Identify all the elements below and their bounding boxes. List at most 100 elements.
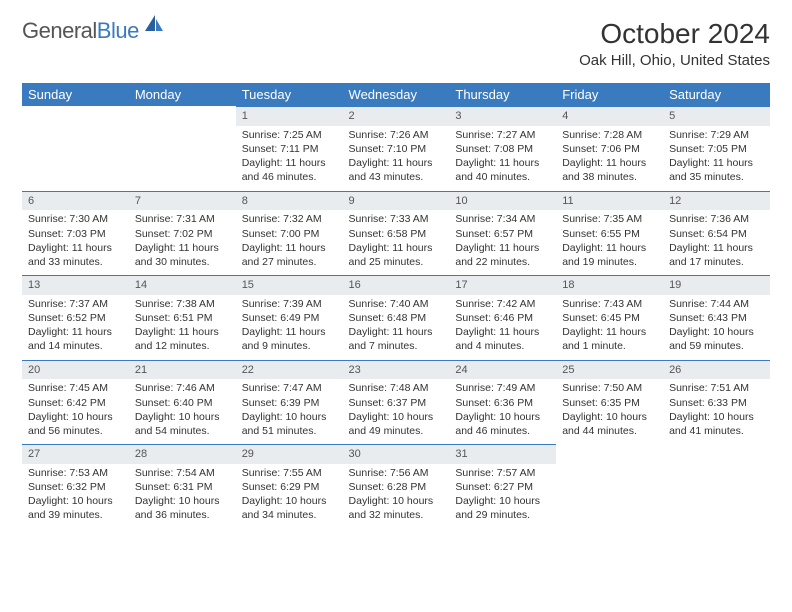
calendar-cell: 8Sunrise: 7:32 AMSunset: 7:00 PMDaylight…	[236, 191, 343, 276]
calendar-cell: 24Sunrise: 7:49 AMSunset: 6:36 PMDayligh…	[449, 360, 556, 445]
calendar-cell: 15Sunrise: 7:39 AMSunset: 6:49 PMDayligh…	[236, 275, 343, 360]
sunrise-text: Sunrise: 7:49 AM	[455, 381, 550, 395]
calendar-cell: 4Sunrise: 7:28 AMSunset: 7:06 PMDaylight…	[556, 106, 663, 191]
calendar-cell: 1Sunrise: 7:25 AMSunset: 7:11 PMDaylight…	[236, 106, 343, 191]
sunrise-text: Sunrise: 7:26 AM	[349, 128, 444, 142]
day-content: Sunrise: 7:33 AMSunset: 6:58 PMDaylight:…	[343, 210, 450, 275]
day-content: Sunrise: 7:57 AMSunset: 6:27 PMDaylight:…	[449, 464, 556, 529]
sunset-text: Sunset: 6:31 PM	[135, 480, 230, 494]
sunset-text: Sunset: 7:06 PM	[562, 142, 657, 156]
day-content: Sunrise: 7:53 AMSunset: 6:32 PMDaylight:…	[22, 464, 129, 529]
day-content: Sunrise: 7:46 AMSunset: 6:40 PMDaylight:…	[129, 379, 236, 444]
calendar-cell: 12Sunrise: 7:36 AMSunset: 6:54 PMDayligh…	[663, 191, 770, 276]
daylight-text: Daylight: 11 hours and 14 minutes.	[28, 325, 123, 353]
sunrise-text: Sunrise: 7:32 AM	[242, 212, 337, 226]
sunset-text: Sunset: 6:32 PM	[28, 480, 123, 494]
calendar-cell: 17Sunrise: 7:42 AMSunset: 6:46 PMDayligh…	[449, 275, 556, 360]
calendar-cell	[663, 444, 770, 529]
daylight-text: Daylight: 11 hours and 1 minute.	[562, 325, 657, 353]
sunrise-text: Sunrise: 7:37 AM	[28, 297, 123, 311]
daylight-text: Daylight: 10 hours and 36 minutes.	[135, 494, 230, 522]
calendar-week: 20Sunrise: 7:45 AMSunset: 6:42 PMDayligh…	[22, 360, 770, 445]
daylight-text: Daylight: 11 hours and 12 minutes.	[135, 325, 230, 353]
sunset-text: Sunset: 7:02 PM	[135, 227, 230, 241]
daylight-text: Daylight: 10 hours and 46 minutes.	[455, 410, 550, 438]
calendar-cell: 3Sunrise: 7:27 AMSunset: 7:08 PMDaylight…	[449, 106, 556, 191]
daylight-text: Daylight: 10 hours and 49 minutes.	[349, 410, 444, 438]
sunset-text: Sunset: 7:08 PM	[455, 142, 550, 156]
day-number: 29	[236, 444, 343, 464]
daylight-text: Daylight: 10 hours and 54 minutes.	[135, 410, 230, 438]
day-number: 7	[129, 191, 236, 211]
day-content: Sunrise: 7:34 AMSunset: 6:57 PMDaylight:…	[449, 210, 556, 275]
day-number: 13	[22, 275, 129, 295]
day-content: Sunrise: 7:47 AMSunset: 6:39 PMDaylight:…	[236, 379, 343, 444]
sunset-text: Sunset: 6:58 PM	[349, 227, 444, 241]
sunrise-text: Sunrise: 7:44 AM	[669, 297, 764, 311]
day-content: Sunrise: 7:40 AMSunset: 6:48 PMDaylight:…	[343, 295, 450, 360]
day-number: 15	[236, 275, 343, 295]
sunrise-text: Sunrise: 7:27 AM	[455, 128, 550, 142]
daylight-text: Daylight: 11 hours and 35 minutes.	[669, 156, 764, 184]
day-content: Sunrise: 7:36 AMSunset: 6:54 PMDaylight:…	[663, 210, 770, 275]
day-content: Sunrise: 7:39 AMSunset: 6:49 PMDaylight:…	[236, 295, 343, 360]
weekday-header: Tuesday	[236, 83, 343, 106]
day-number: 16	[343, 275, 450, 295]
month-title: October 2024	[579, 18, 770, 50]
day-content: Sunrise: 7:25 AMSunset: 7:11 PMDaylight:…	[236, 126, 343, 191]
calendar-cell: 11Sunrise: 7:35 AMSunset: 6:55 PMDayligh…	[556, 191, 663, 276]
day-number: 17	[449, 275, 556, 295]
sunrise-text: Sunrise: 7:51 AM	[669, 381, 764, 395]
calendar-cell: 25Sunrise: 7:50 AMSunset: 6:35 PMDayligh…	[556, 360, 663, 445]
daylight-text: Daylight: 11 hours and 30 minutes.	[135, 241, 230, 269]
sunrise-text: Sunrise: 7:31 AM	[135, 212, 230, 226]
sunset-text: Sunset: 6:42 PM	[28, 396, 123, 410]
sunset-text: Sunset: 6:48 PM	[349, 311, 444, 325]
sunset-text: Sunset: 6:57 PM	[455, 227, 550, 241]
calendar-cell: 18Sunrise: 7:43 AMSunset: 6:45 PMDayligh…	[556, 275, 663, 360]
header: GeneralBlue October 2024 Oak Hill, Ohio,…	[22, 18, 770, 69]
daylight-text: Daylight: 10 hours and 29 minutes.	[455, 494, 550, 522]
title-block: October 2024 Oak Hill, Ohio, United Stat…	[579, 18, 770, 69]
sunrise-text: Sunrise: 7:57 AM	[455, 466, 550, 480]
day-content: Sunrise: 7:44 AMSunset: 6:43 PMDaylight:…	[663, 295, 770, 360]
calendar-cell: 28Sunrise: 7:54 AMSunset: 6:31 PMDayligh…	[129, 444, 236, 529]
sunset-text: Sunset: 6:46 PM	[455, 311, 550, 325]
calendar-cell: 13 Sunrise: 7:37 AMSunset: 6:52 PMDayligh…	[22, 275, 129, 360]
calendar-cell	[556, 444, 663, 529]
sunset-text: Sunset: 6:52 PM	[28, 311, 123, 325]
day-number: 23	[343, 360, 450, 380]
day-number: 19	[663, 275, 770, 295]
daylight-text: Daylight: 11 hours and 27 minutes.	[242, 241, 337, 269]
daylight-text: Daylight: 10 hours and 59 minutes.	[669, 325, 764, 353]
location: Oak Hill, Ohio, United States	[579, 52, 770, 69]
sunset-text: Sunset: 6:43 PM	[669, 311, 764, 325]
weekday-header: Saturday	[663, 83, 770, 106]
calendar-cell: 10Sunrise: 7:34 AMSunset: 6:57 PMDayligh…	[449, 191, 556, 276]
day-number: 12	[663, 191, 770, 211]
sunrise-text: Sunrise: 7:47 AM	[242, 381, 337, 395]
sunrise-text: Sunrise: 7:45 AM	[28, 381, 123, 395]
day-content: Sunrise: 7:27 AMSunset: 7:08 PMDaylight:…	[449, 126, 556, 191]
calendar-cell: 14Sunrise: 7:38 AMSunset: 6:51 PMDayligh…	[129, 275, 236, 360]
calendar-table: SundayMondayTuesdayWednesdayThursdayFrid…	[22, 83, 770, 529]
day-content: Sunrise: 7:30 AMSunset: 7:03 PMDaylight:…	[22, 210, 129, 275]
day-content: Sunrise: 7:32 AMSunset: 7:00 PMDaylight:…	[236, 210, 343, 275]
day-number: 5	[663, 106, 770, 126]
sunset-text: Sunset: 6:54 PM	[669, 227, 764, 241]
calendar-cell: 9Sunrise: 7:33 AMSunset: 6:58 PMDaylight…	[343, 191, 450, 276]
calendar-cell: 26Sunrise: 7:51 AMSunset: 6:33 PMDayligh…	[663, 360, 770, 445]
daylight-text: Daylight: 11 hours and 4 minutes.	[455, 325, 550, 353]
sunrise-text: Sunrise: 7:43 AM	[562, 297, 657, 311]
calendar-cell: 29Sunrise: 7:55 AMSunset: 6:29 PMDayligh…	[236, 444, 343, 529]
calendar-cell: 27Sunrise: 7:53 AMSunset: 6:32 PMDayligh…	[22, 444, 129, 529]
daylight-text: Daylight: 11 hours and 25 minutes.	[349, 241, 444, 269]
day-number: 3	[449, 106, 556, 126]
sunset-text: Sunset: 7:10 PM	[349, 142, 444, 156]
calendar-week: 6Sunrise: 7:30 AMSunset: 7:03 PMDaylight…	[22, 191, 770, 276]
day-content	[663, 449, 770, 511]
day-content	[129, 111, 236, 173]
sunset-text: Sunset: 6:28 PM	[349, 480, 444, 494]
day-content: Sunrise: 7:48 AMSunset: 6:37 PMDaylight:…	[343, 379, 450, 444]
sunrise-text: Sunrise: 7:48 AM	[349, 381, 444, 395]
